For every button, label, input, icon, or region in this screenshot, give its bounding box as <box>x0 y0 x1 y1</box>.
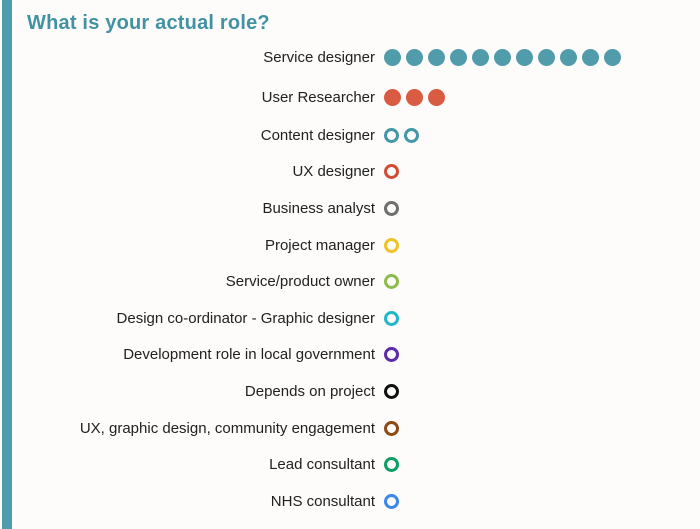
dot-group <box>384 457 399 473</box>
chart-row: Depends on project <box>0 373 700 410</box>
filled-dot-marker <box>560 48 577 66</box>
outline-dot-marker <box>384 383 399 399</box>
category-label: UX designer <box>292 163 375 181</box>
outline-dot-marker <box>384 310 399 326</box>
dot-group <box>384 237 399 253</box>
outline-dot-marker <box>384 274 399 290</box>
category-label: Content designer <box>260 126 375 144</box>
chart-row: Content designer <box>0 117 700 154</box>
outline-dot-marker <box>384 237 399 253</box>
dot-group <box>384 383 399 399</box>
chart-row: UX designer <box>0 154 700 191</box>
chart-row: Business analyst <box>0 190 700 227</box>
category-label: Development role in local government <box>123 346 375 364</box>
chart-row: User Researcher <box>0 77 700 117</box>
chart-row: NHS consultant <box>0 483 700 520</box>
dot-group <box>384 88 445 106</box>
filled-dot-marker <box>384 48 401 66</box>
outline-dot-marker <box>384 127 399 143</box>
category-label: NHS consultant <box>270 492 375 510</box>
chart-title: What is your actual role? <box>27 12 270 34</box>
filled-dot-marker <box>406 88 423 106</box>
filled-dot-marker <box>582 48 599 66</box>
filled-dot-marker <box>604 48 621 66</box>
outline-dot-marker <box>384 347 399 363</box>
dot-group <box>384 127 419 143</box>
filled-dot-marker <box>406 48 423 66</box>
left-accent-bar <box>2 0 12 529</box>
filled-dot-marker <box>472 48 489 66</box>
chart-rows: Service designer User Researcher Content… <box>0 37 700 520</box>
dot-group <box>384 420 399 436</box>
category-label: Business analyst <box>262 199 375 217</box>
dot-group <box>384 347 399 363</box>
dot-group <box>384 274 399 290</box>
chart-row: Design co-ordinator - Graphic designer <box>0 300 700 337</box>
outline-dot-marker <box>384 420 399 436</box>
filled-dot-marker <box>450 48 467 66</box>
outline-dot-marker <box>384 457 399 473</box>
filled-dot-marker <box>428 48 445 66</box>
outline-dot-marker <box>384 164 399 180</box>
dot-group <box>384 493 399 509</box>
category-label: Design co-ordinator - Graphic designer <box>116 309 375 327</box>
filled-dot-marker <box>494 48 511 66</box>
outline-dot-marker <box>404 127 419 143</box>
category-label: Service/product owner <box>225 273 375 291</box>
chart-row: Project manager <box>0 227 700 264</box>
chart-row: Service/product owner <box>0 263 700 300</box>
chart-row: Development role in local government <box>0 337 700 374</box>
category-label: Lead consultant <box>269 456 375 474</box>
chart-row: Service designer <box>0 37 700 77</box>
category-label: Project manager <box>264 236 375 254</box>
filled-dot-marker <box>538 48 555 66</box>
filled-dot-marker <box>384 88 401 106</box>
filled-dot-marker <box>428 88 445 106</box>
category-label: User Researcher <box>261 88 375 106</box>
category-label: UX, graphic design, community engagement <box>79 419 375 437</box>
dot-group <box>384 310 399 326</box>
filled-dot-marker <box>516 48 533 66</box>
category-label: Service designer <box>263 48 375 66</box>
chart-row: UX, graphic design, community engagement <box>0 410 700 447</box>
category-label: Depends on project <box>244 382 375 400</box>
outline-dot-marker <box>384 200 399 216</box>
chart-row: Lead consultant <box>0 446 700 483</box>
dot-group <box>384 164 399 180</box>
dot-group <box>384 48 621 66</box>
dot-group <box>384 200 399 216</box>
outline-dot-marker <box>384 493 399 509</box>
